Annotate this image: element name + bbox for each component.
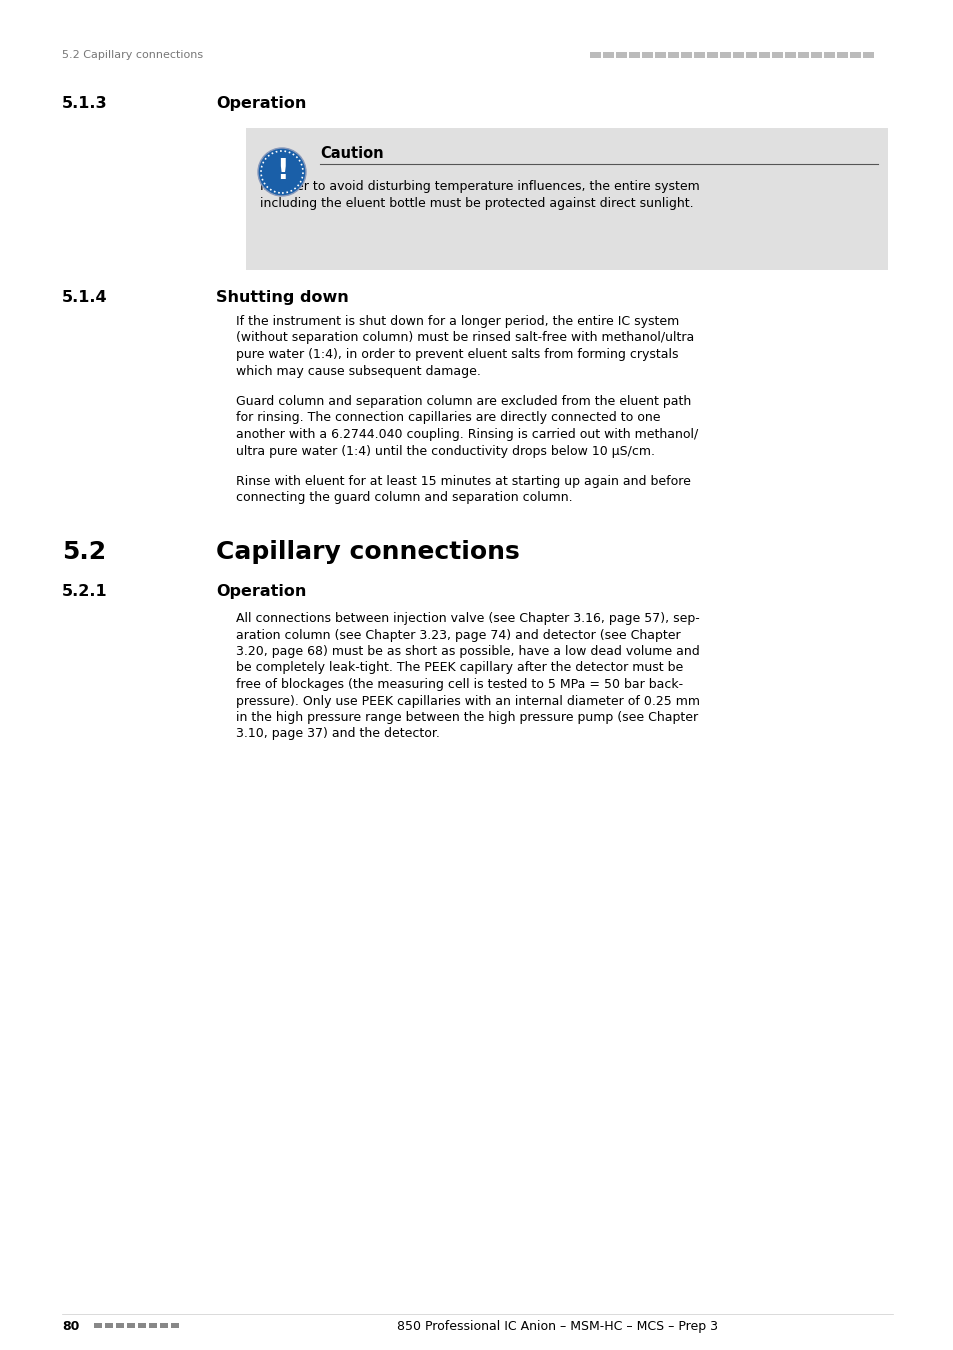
Text: 850 Professional IC Anion – MSM-HC – MCS – Prep 3: 850 Professional IC Anion – MSM-HC – MCS… [396, 1320, 718, 1332]
Text: connecting the guard column and separation column.: connecting the guard column and separati… [235, 491, 572, 505]
Bar [836, 53, 847, 58]
Bar [693, 53, 704, 58]
Bar [127, 1323, 135, 1327]
Text: !: ! [275, 157, 288, 185]
Text: 5.2: 5.2 [62, 540, 106, 564]
Bar [94, 1323, 102, 1327]
Bar [105, 1323, 112, 1327]
Bar [616, 53, 626, 58]
Text: 3.20, page 68) must be as short as possible, have a low dead volume and: 3.20, page 68) must be as short as possi… [235, 645, 699, 657]
Bar [655, 53, 665, 58]
Text: aration column (see Chapter 3.23, page 74) and detector (see Chapter: aration column (see Chapter 3.23, page 7… [235, 629, 679, 641]
Text: another with a 6.2744.040 coupling. Rinsing is carried out with methanol/: another with a 6.2744.040 coupling. Rins… [235, 428, 698, 441]
Bar [628, 53, 639, 58]
Bar [797, 53, 808, 58]
Bar [823, 53, 834, 58]
Bar [149, 1323, 157, 1327]
Bar [641, 53, 652, 58]
Text: Caution: Caution [319, 146, 383, 161]
Circle shape [257, 148, 306, 196]
Text: 5.1.3: 5.1.3 [62, 96, 108, 111]
Bar [862, 53, 873, 58]
Text: Capillary connections: Capillary connections [215, 540, 519, 564]
Bar [732, 53, 743, 58]
Bar [667, 53, 679, 58]
Text: free of blockages (the measuring cell is tested to 5 MPa = 50 bar back-: free of blockages (the measuring cell is… [235, 678, 682, 691]
Bar [849, 53, 861, 58]
Text: Shutting down: Shutting down [215, 290, 349, 305]
Bar [138, 1323, 146, 1327]
Text: Guard column and separation column are excluded from the eluent path: Guard column and separation column are e… [235, 396, 691, 408]
Text: ultra pure water (1:4) until the conductivity drops below 10 μS/cm.: ultra pure water (1:4) until the conduct… [235, 444, 655, 458]
Text: 5.1.4: 5.1.4 [62, 290, 108, 305]
Text: If the instrument is shut down for a longer period, the entire IC system: If the instrument is shut down for a lon… [235, 315, 679, 328]
Text: 3.10, page 37) and the detector.: 3.10, page 37) and the detector. [235, 728, 439, 741]
Text: in the high pressure range between the high pressure pump (see Chapter: in the high pressure range between the h… [235, 711, 698, 724]
Text: pure water (1:4), in order to prevent eluent salts from forming crystals: pure water (1:4), in order to prevent el… [235, 348, 678, 360]
Text: (without separation column) must be rinsed salt-free with methanol/ultra: (without separation column) must be rins… [235, 332, 694, 344]
Text: 5.2 Capillary connections: 5.2 Capillary connections [62, 50, 203, 59]
Bar [784, 53, 795, 58]
Text: including the eluent bottle must be protected against direct sunlight.: including the eluent bottle must be prot… [260, 197, 693, 211]
Bar [589, 53, 600, 58]
Text: be completely leak-tight. The PEEK capillary after the detector must be: be completely leak-tight. The PEEK capil… [235, 662, 682, 675]
Text: All connections between injection valve (see Chapter 3.16, page 57), sep-: All connections between injection valve … [235, 612, 699, 625]
Bar [810, 53, 821, 58]
Text: for rinsing. The connection capillaries are directly connected to one: for rinsing. The connection capillaries … [235, 412, 659, 424]
Bar [116, 1323, 124, 1327]
Bar [602, 53, 614, 58]
Bar [160, 1323, 168, 1327]
Text: Operation: Operation [215, 585, 306, 599]
Text: which may cause subsequent damage.: which may cause subsequent damage. [235, 364, 480, 378]
Text: In order to avoid disturbing temperature influences, the entire system: In order to avoid disturbing temperature… [260, 180, 699, 193]
Bar [171, 1323, 179, 1327]
Bar [771, 53, 782, 58]
Text: pressure). Only use PEEK capillaries with an internal diameter of 0.25 mm: pressure). Only use PEEK capillaries wit… [235, 694, 700, 707]
Bar [706, 53, 718, 58]
Text: 5.2.1: 5.2.1 [62, 585, 108, 599]
Bar [680, 53, 691, 58]
Bar [720, 53, 730, 58]
Bar [745, 53, 757, 58]
Bar [759, 53, 769, 58]
Bar [246, 128, 887, 270]
Text: Rinse with eluent for at least 15 minutes at starting up again and before: Rinse with eluent for at least 15 minute… [235, 475, 690, 487]
Text: Operation: Operation [215, 96, 306, 111]
Text: 80: 80 [62, 1320, 79, 1332]
